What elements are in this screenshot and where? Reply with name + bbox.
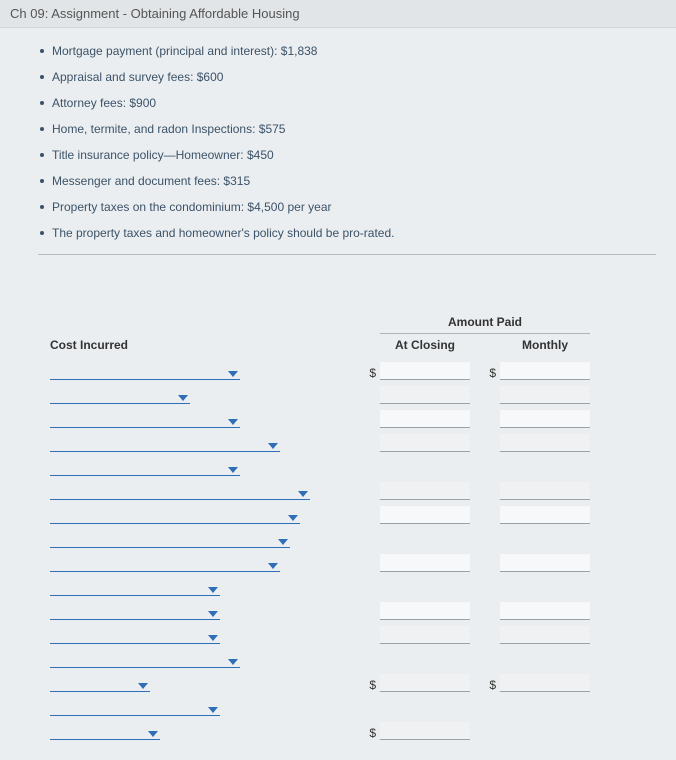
at-closing-input[interactable] — [380, 674, 470, 692]
monthly-input[interactable] — [500, 602, 590, 620]
chevron-down-icon — [208, 611, 218, 617]
table-row — [50, 476, 666, 500]
monthly-input[interactable] — [500, 554, 590, 572]
cost-dropdown[interactable] — [50, 626, 220, 644]
monthly-input[interactable] — [500, 482, 590, 500]
chevron-down-icon — [278, 539, 288, 545]
cost-dropdown[interactable] — [50, 434, 280, 452]
info-list-item: Attorney fees: $900 — [40, 90, 666, 116]
dollar-sign: $ — [340, 366, 380, 380]
header-monthly: Monthly — [500, 338, 590, 352]
worksheet: Amount Paid Cost Incurred At Closing Mon… — [50, 315, 666, 740]
chevron-down-icon — [298, 491, 308, 497]
cost-dropdown[interactable] — [50, 554, 280, 572]
info-list-item: Messenger and document fees: $315 — [40, 168, 666, 194]
chevron-down-icon — [228, 659, 238, 665]
info-list-item: Property taxes on the condominium: $4,50… — [40, 194, 666, 220]
cost-dropdown[interactable] — [50, 602, 220, 620]
table-row — [50, 452, 666, 476]
at-closing-input[interactable] — [380, 626, 470, 644]
cost-dropdown[interactable] — [50, 530, 290, 548]
table-row — [50, 500, 666, 524]
chevron-down-icon — [208, 635, 218, 641]
cost-dropdown[interactable] — [50, 362, 240, 380]
at-closing-input[interactable] — [380, 554, 470, 572]
header-cost-incurred: Cost Incurred — [50, 338, 340, 352]
chevron-down-icon — [208, 707, 218, 713]
cost-dropdown[interactable] — [50, 482, 310, 500]
table-row — [50, 380, 666, 404]
info-list-item: Home, termite, and radon Inspections: $5… — [40, 116, 666, 142]
chevron-down-icon — [268, 443, 278, 449]
divider — [38, 254, 656, 255]
monthly-input[interactable] — [500, 506, 590, 524]
at-closing-input[interactable] — [380, 386, 470, 404]
chevron-down-icon — [228, 371, 238, 377]
table-row — [50, 572, 666, 596]
table-row — [50, 548, 666, 572]
cost-dropdown[interactable] — [50, 698, 220, 716]
table-row: $$ — [50, 668, 666, 692]
cost-dropdown[interactable] — [50, 410, 240, 428]
chevron-down-icon — [148, 731, 158, 737]
monthly-input[interactable] — [500, 626, 590, 644]
info-list-item: Mortgage payment (principal and interest… — [40, 38, 666, 64]
info-list-item: The property taxes and homeowner's polic… — [40, 220, 666, 246]
dollar-sign: $ — [470, 678, 500, 692]
chevron-down-icon — [228, 419, 238, 425]
cost-dropdown[interactable] — [50, 650, 240, 668]
chevron-down-icon — [288, 515, 298, 521]
info-list-item: Title insurance policy—Homeowner: $450 — [40, 142, 666, 168]
cost-dropdown[interactable] — [50, 578, 220, 596]
at-closing-input[interactable] — [380, 410, 470, 428]
cost-dropdown[interactable] — [50, 386, 190, 404]
dollar-sign: $ — [340, 678, 380, 692]
table-row: $ — [50, 716, 666, 740]
monthly-input[interactable] — [500, 410, 590, 428]
header-amount-paid: Amount Paid — [380, 315, 590, 334]
monthly-input[interactable] — [500, 386, 590, 404]
header-at-closing: At Closing — [380, 338, 470, 352]
chevron-down-icon — [138, 683, 148, 689]
table-row — [50, 692, 666, 716]
monthly-input[interactable] — [500, 674, 590, 692]
at-closing-input[interactable] — [380, 362, 470, 380]
page-title: Ch 09: Assignment - Obtaining Affordable… — [0, 0, 676, 28]
cost-dropdown[interactable] — [50, 458, 240, 476]
chevron-down-icon — [268, 563, 278, 569]
table-row — [50, 404, 666, 428]
table-row — [50, 596, 666, 620]
at-closing-input[interactable] — [380, 506, 470, 524]
dollar-sign: $ — [340, 726, 380, 740]
info-list: Mortgage payment (principal and interest… — [10, 38, 666, 246]
cost-dropdown[interactable] — [50, 674, 150, 692]
table-row — [50, 524, 666, 548]
table-row — [50, 428, 666, 452]
info-list-item: Appraisal and survey fees: $600 — [40, 64, 666, 90]
cost-dropdown[interactable] — [50, 506, 300, 524]
table-row: $$ — [50, 356, 666, 380]
monthly-input[interactable] — [500, 434, 590, 452]
at-closing-input[interactable] — [380, 482, 470, 500]
chevron-down-icon — [178, 395, 188, 401]
dollar-sign: $ — [470, 366, 500, 380]
chevron-down-icon — [208, 587, 218, 593]
at-closing-input[interactable] — [380, 434, 470, 452]
table-row — [50, 620, 666, 644]
at-closing-input[interactable] — [380, 722, 470, 740]
table-row — [50, 644, 666, 668]
monthly-input[interactable] — [500, 362, 590, 380]
chevron-down-icon — [228, 467, 238, 473]
cost-dropdown[interactable] — [50, 722, 160, 740]
at-closing-input[interactable] — [380, 602, 470, 620]
